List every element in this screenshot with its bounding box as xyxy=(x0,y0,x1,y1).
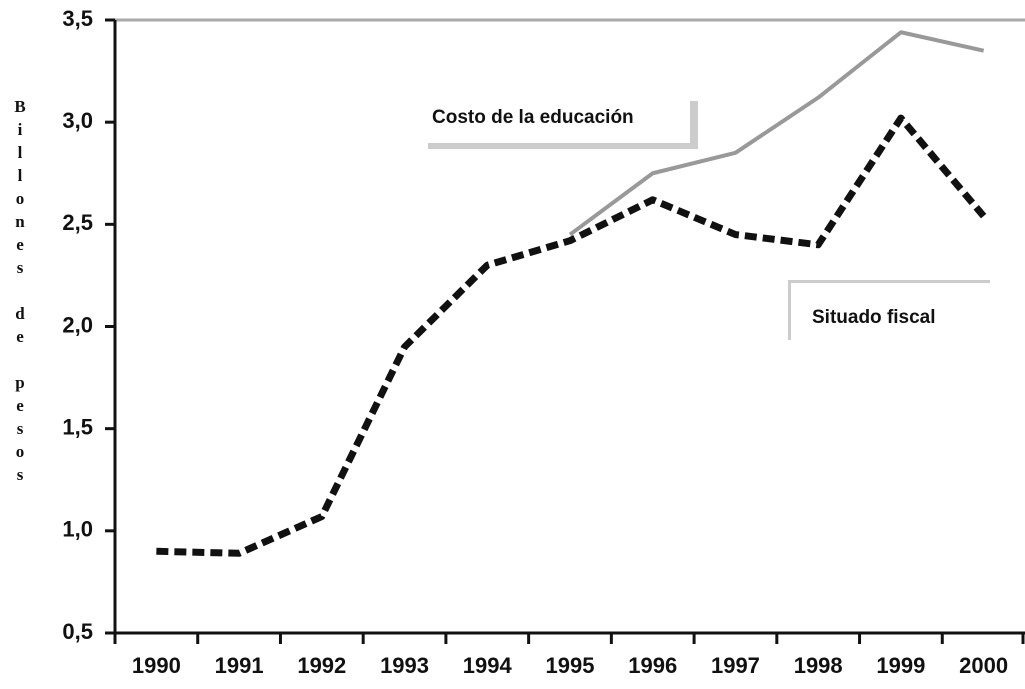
y-tick-label: 1,5 xyxy=(62,414,93,439)
line-series xyxy=(568,30,985,237)
annotation-shadow xyxy=(790,280,990,283)
y-tick-label: 3,5 xyxy=(62,6,93,31)
annotation-box xyxy=(420,95,690,143)
line-series xyxy=(156,114,987,557)
y-tick-label: 1,0 xyxy=(62,517,93,542)
y-tick-label: 0,5 xyxy=(62,619,93,644)
y-tick-label: 2,0 xyxy=(62,312,93,337)
x-tick-label: 1996 xyxy=(628,653,677,678)
annotation: Costo de la educación xyxy=(432,107,634,128)
x-tick-label: 1997 xyxy=(711,653,760,678)
annotation-shadow xyxy=(788,280,791,340)
x-tick-label: 1993 xyxy=(380,653,429,678)
x-tick-label: 1992 xyxy=(297,653,346,678)
x-tick-label: 1998 xyxy=(794,653,843,678)
annotation: Situado fiscal xyxy=(812,307,936,328)
y-tick-label: 3,0 xyxy=(62,108,93,133)
y-tick-label: 2,5 xyxy=(62,210,93,235)
x-tick-label: 2000 xyxy=(959,653,1008,678)
x-tick-label: 1999 xyxy=(876,653,925,678)
x-tick-label: 1995 xyxy=(546,653,595,678)
x-tick-label: 1991 xyxy=(215,653,264,678)
x-tick-label: 1990 xyxy=(132,653,181,678)
x-tick-label: 1994 xyxy=(463,653,513,678)
